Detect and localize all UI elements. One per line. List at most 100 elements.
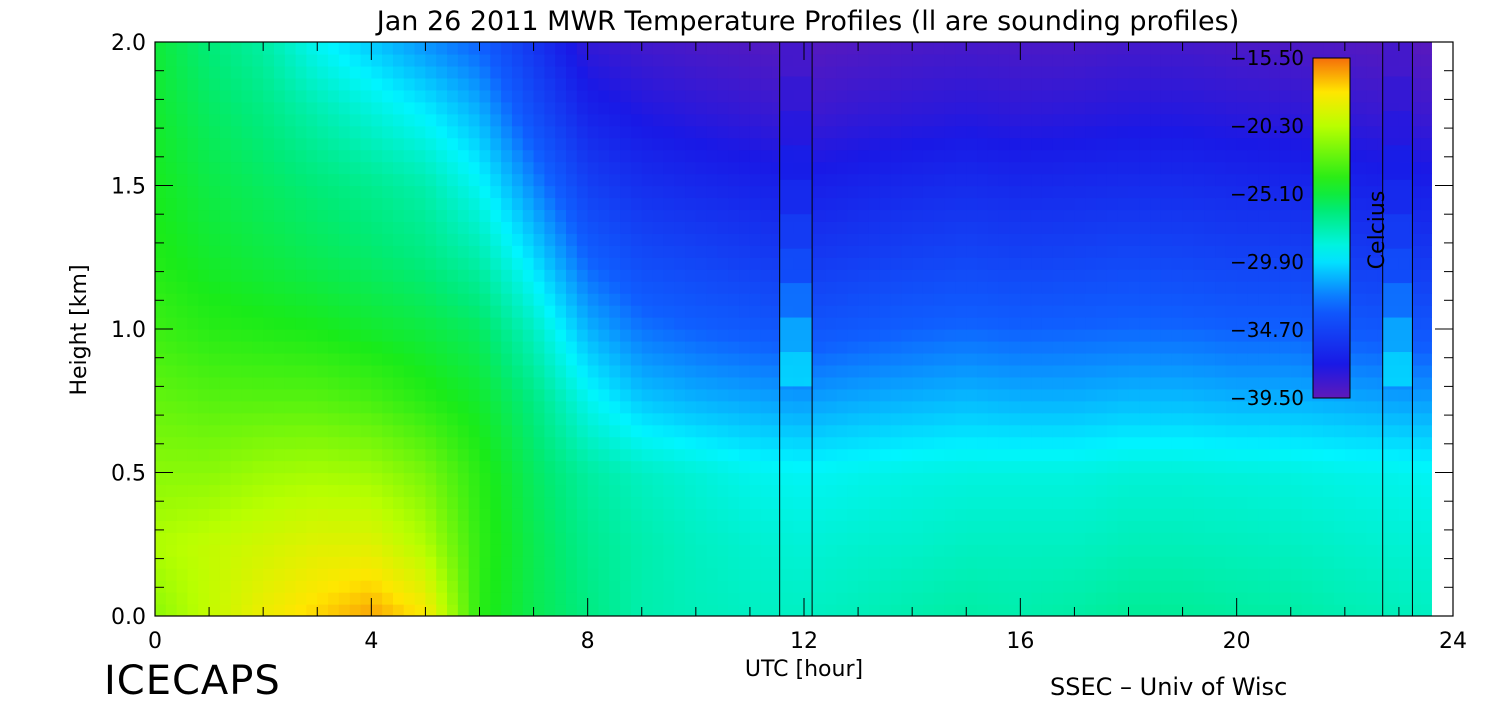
heatmap-cell	[209, 472, 221, 486]
heatmap-cell	[1204, 233, 1216, 246]
heatmap-cell	[620, 580, 632, 593]
heatmap-cell	[901, 388, 913, 402]
heatmap-cell	[371, 221, 383, 234]
heatmap-cell	[728, 125, 740, 139]
heatmap-cell	[890, 317, 902, 330]
heatmap-cell	[284, 556, 297, 569]
heatmap-cell	[176, 520, 189, 533]
heatmap-cell	[566, 257, 578, 270]
heatmap-cell	[1031, 293, 1043, 306]
heatmap-cell	[338, 221, 351, 234]
heatmap-cell	[1171, 436, 1184, 450]
heatmap-cell	[230, 137, 243, 151]
heatmap-cell	[165, 197, 178, 211]
heatmap-cell	[1085, 604, 1097, 616]
heatmap-cell	[511, 412, 524, 426]
heatmap-cell	[468, 472, 481, 486]
heatmap-cell	[641, 580, 654, 593]
heatmap-cell	[609, 125, 621, 139]
heatmap-cell	[338, 257, 351, 270]
heatmap-cell	[576, 580, 589, 593]
heatmap-cell	[912, 113, 924, 127]
heatmap-cell	[566, 269, 578, 282]
heatmap-cell	[598, 472, 610, 486]
heatmap-cell	[1085, 400, 1097, 414]
heatmap-cell	[1128, 388, 1140, 402]
heatmap-cell	[793, 460, 805, 474]
heatmap-cell	[544, 197, 556, 211]
heatmap-cell	[728, 137, 740, 151]
heatmap-cell	[241, 532, 253, 545]
heatmap-cell	[1279, 281, 1292, 294]
heatmap-cell	[771, 604, 783, 616]
heatmap-cell	[230, 424, 243, 438]
heatmap-cell	[1344, 340, 1357, 354]
heatmap-cell	[760, 580, 773, 593]
heatmap-cell	[1420, 245, 1432, 258]
heatmap-cell	[382, 364, 394, 378]
heatmap-cell	[566, 352, 578, 366]
heatmap-cell	[630, 580, 643, 593]
heatmap-cell	[1117, 436, 1130, 450]
heatmap-cell	[663, 340, 675, 354]
heatmap-cell	[1117, 412, 1130, 426]
heatmap-cell	[1020, 293, 1032, 306]
heatmap-cell	[555, 544, 567, 557]
heatmap-cell	[749, 233, 762, 246]
heatmap-cell	[371, 592, 383, 605]
heatmap-cell	[630, 436, 643, 450]
heatmap-cell	[576, 173, 589, 187]
heatmap-cell	[198, 149, 210, 163]
heatmap-cell	[273, 364, 286, 378]
heatmap-cell	[641, 520, 654, 533]
heatmap-cell	[1182, 532, 1194, 545]
heatmap-cell	[198, 137, 210, 151]
heatmap-cell	[1182, 436, 1194, 450]
heatmap-cell	[209, 436, 221, 450]
heatmap-cell	[1031, 340, 1043, 354]
heatmap-cell	[209, 209, 221, 222]
heatmap-cell	[1420, 460, 1432, 474]
heatmap-cell	[706, 460, 719, 474]
heatmap-cell	[230, 233, 243, 246]
heatmap-cell	[1269, 245, 1281, 258]
heatmap-cell	[609, 161, 621, 175]
heatmap-cell	[609, 352, 621, 366]
heatmap-cell	[1096, 352, 1108, 366]
heatmap-cell	[425, 460, 437, 474]
heatmap-cell	[187, 329, 199, 342]
heatmap-cell	[868, 340, 881, 354]
heatmap-cell	[630, 113, 643, 127]
heatmap-cell	[868, 352, 881, 366]
heatmap-cell	[349, 448, 362, 462]
heatmap-cell	[587, 245, 600, 258]
heatmap-cell	[198, 364, 210, 378]
heatmap-cell	[349, 388, 362, 402]
heatmap-cell	[739, 460, 751, 474]
heatmap-cell	[457, 544, 470, 557]
heatmap-cell	[836, 448, 848, 462]
heatmap-cell	[890, 496, 902, 509]
heatmap-cell	[1020, 149, 1032, 163]
heatmap-cell	[728, 233, 740, 246]
heatmap-cell	[890, 400, 902, 414]
heatmap-cell	[1366, 496, 1378, 509]
heatmap-cell	[436, 209, 448, 222]
heatmap-cell	[1215, 269, 1227, 282]
heatmap-cell	[901, 329, 913, 342]
heatmap-cell	[252, 436, 264, 450]
heatmap-cell	[533, 233, 545, 246]
heatmap-cell	[630, 197, 643, 211]
heatmap-cell	[814, 149, 827, 163]
heatmap-cell	[1182, 484, 1194, 498]
heatmap-cell	[1193, 257, 1205, 270]
heatmap-cell	[414, 508, 427, 521]
heatmap-cell	[1096, 185, 1108, 199]
heatmap-cell	[198, 125, 210, 139]
heatmap-cell	[382, 532, 394, 545]
heatmap-cell	[674, 257, 686, 270]
heatmap-cell	[1323, 496, 1335, 509]
heatmap-cell	[1301, 436, 1313, 450]
heatmap-cell	[392, 412, 405, 426]
heatmap-cell	[576, 257, 589, 270]
